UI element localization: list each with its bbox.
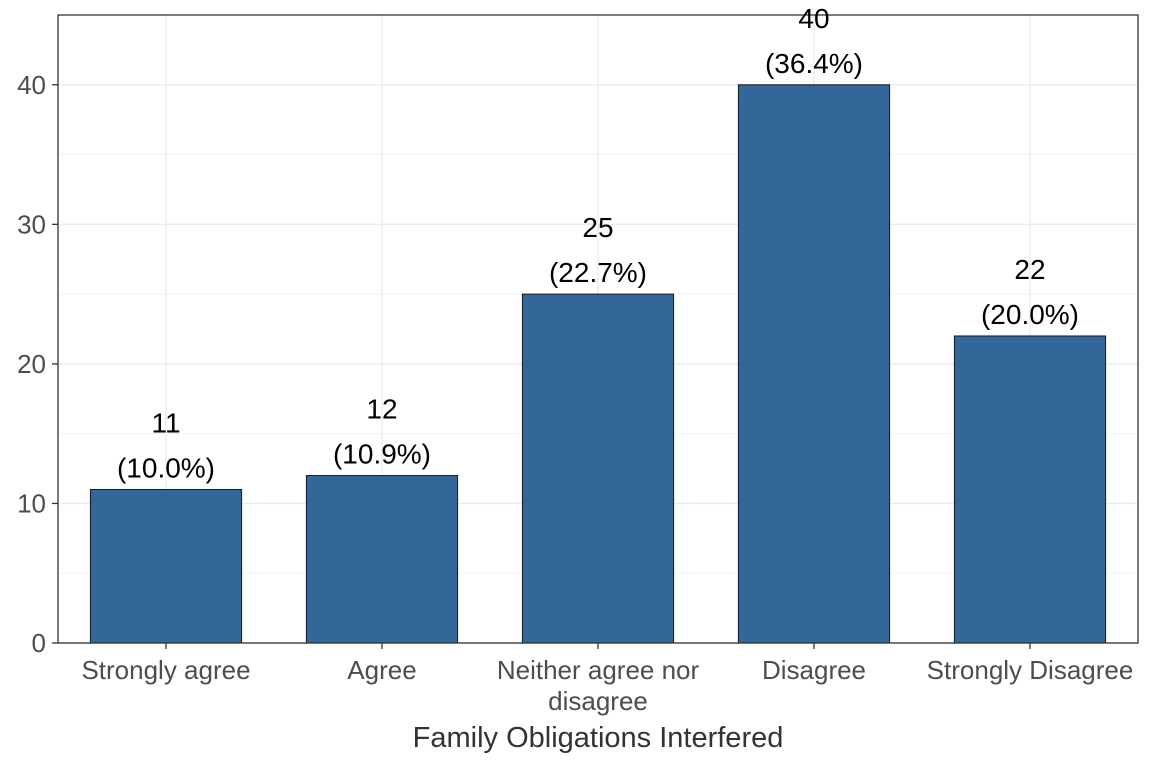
tick-layer: 0 10 20 30 40 Strongly agree Agree Neither agre… [17, 70, 1133, 716]
y-tick-label: 30 [17, 209, 46, 239]
x-tick-label: Strongly agree [81, 655, 250, 685]
x-tick-label: Strongly Disagree [927, 655, 1134, 685]
bar [737, 84, 891, 644]
bar [89, 488, 243, 644]
y-tick-label: 10 [17, 488, 46, 518]
y-tick-label: 20 [17, 349, 46, 379]
bar [953, 335, 1107, 644]
y-tick-label: 0 [32, 628, 46, 658]
bar [305, 475, 459, 644]
x-tick-label: Agree [347, 655, 416, 685]
label-layer: (10.0%) 11 (10.9%) 12 (22.7%) 25 (36.4%) 40 (20.… [117, 3, 1079, 484]
data-label-count: 22 [1014, 254, 1045, 285]
data-label-count: 12 [366, 394, 397, 425]
x-tick-label: Neither agree nor [497, 655, 700, 685]
data-label-percent: (10.0%) [117, 452, 215, 483]
y-tick-label: 40 [17, 70, 46, 100]
x-axis-title: Family Obligations Interfered [413, 722, 784, 754]
data-label-percent: (20.0%) [981, 299, 1079, 330]
x-tick-label: disagree [548, 686, 648, 716]
data-label-percent: (10.9%) [333, 439, 431, 470]
data-label-percent: (22.7%) [549, 257, 647, 288]
data-label-percent: (36.4%) [765, 48, 863, 79]
bar-layer [89, 84, 1107, 644]
bar [521, 293, 675, 644]
data-label-count: 25 [582, 212, 613, 243]
data-label-count: 11 [151, 407, 180, 438]
data-label-count: 40 [798, 3, 829, 34]
x-tick-label: Disagree [762, 655, 866, 685]
